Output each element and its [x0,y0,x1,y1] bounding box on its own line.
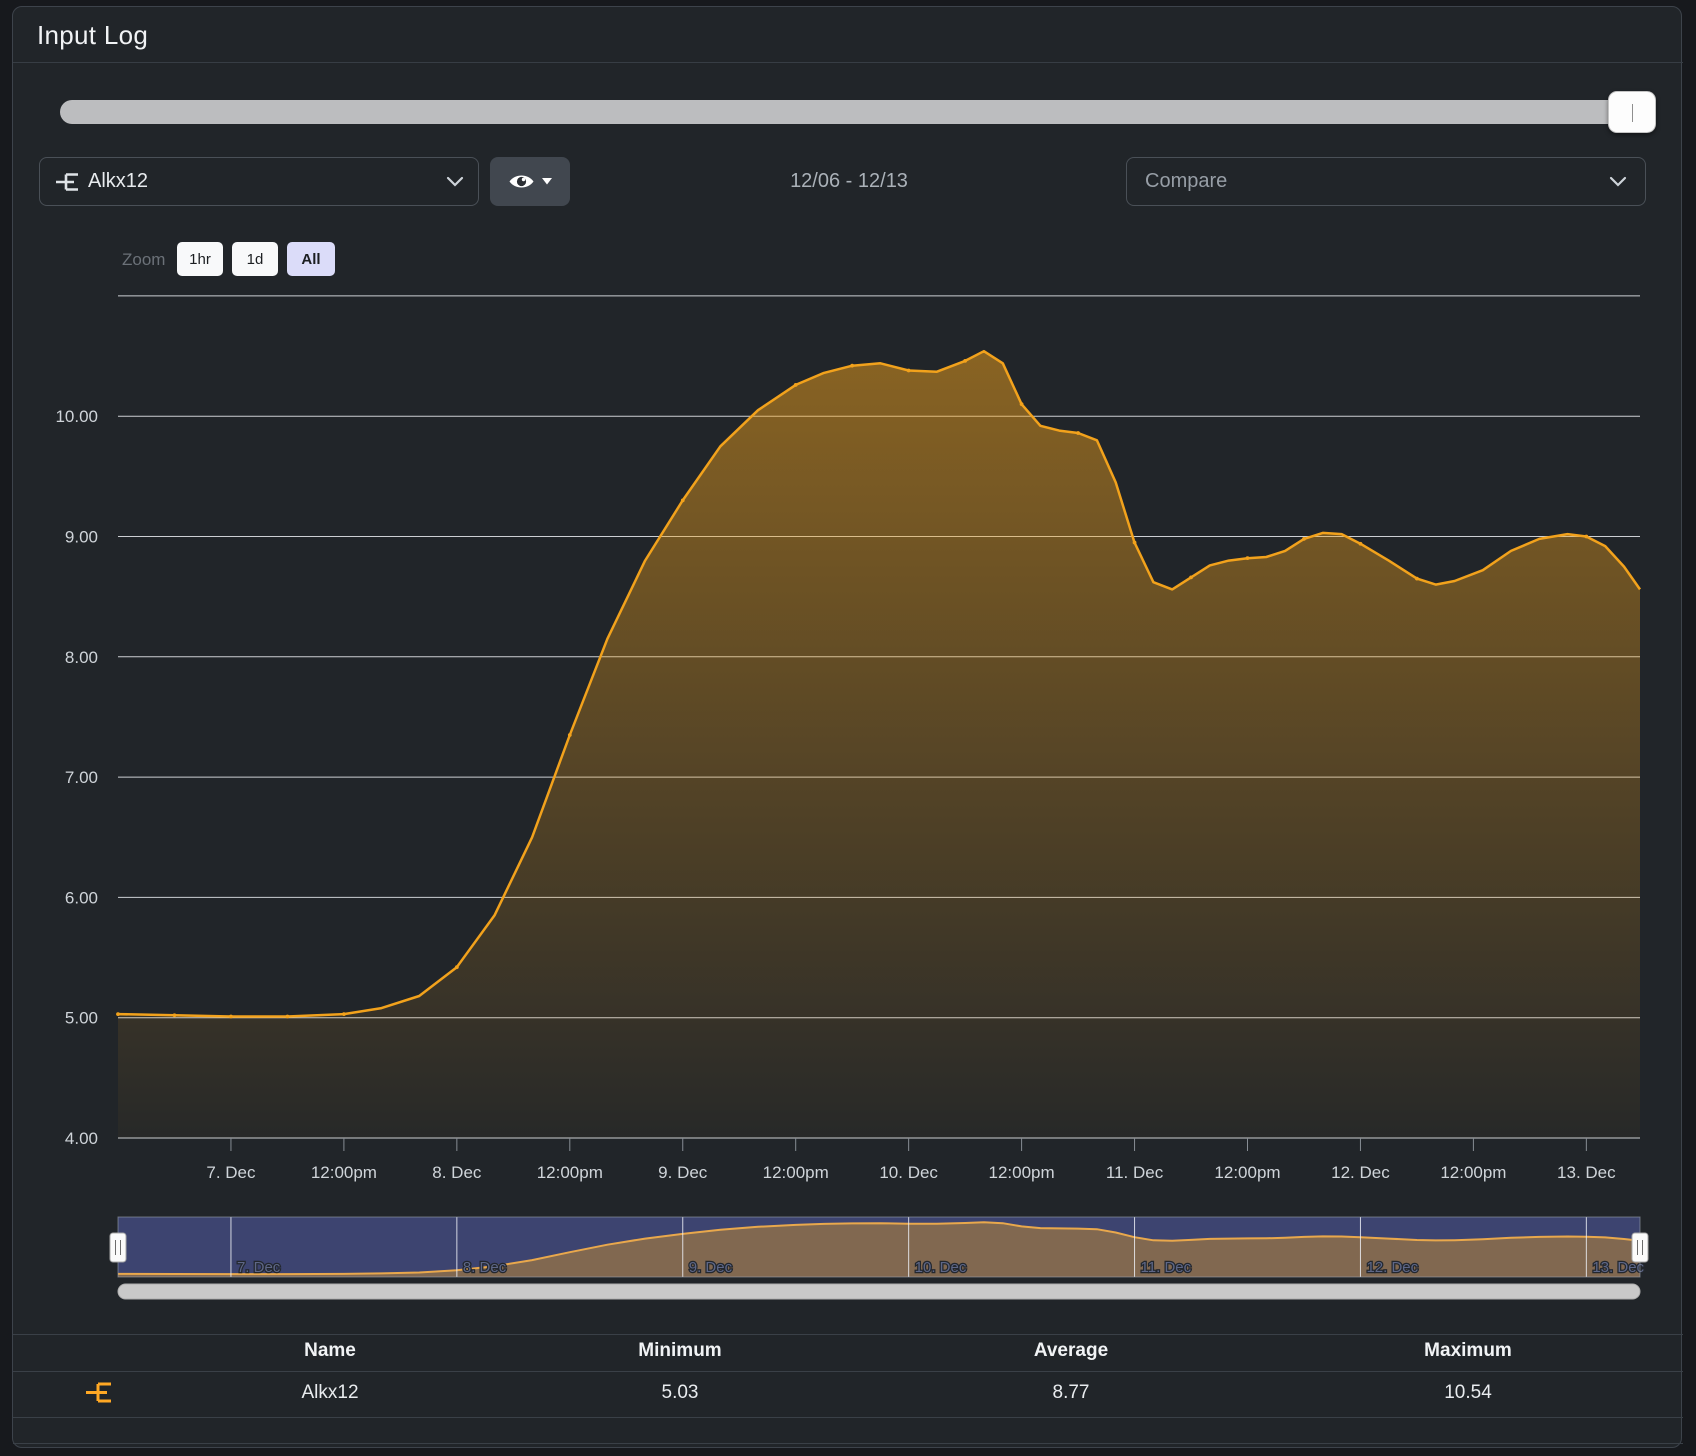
series-marker [1246,556,1250,560]
navigator-handle-left[interactable] [110,1233,126,1262]
x-axis-label: 10. Dec [879,1163,938,1182]
series-marker [116,1012,120,1016]
series-marker [681,499,685,503]
y-axis-label: 10.00 [55,407,98,426]
series-marker [229,1015,233,1019]
series-marker [286,1015,290,1019]
input-log-screen: { "title": "Input Log", "controls": { "s… [0,0,1696,1456]
table-row-border [13,1417,1683,1418]
table-cell-minimum: 5.03 [662,1382,699,1404]
series-marker [1189,576,1193,580]
series-marker [1020,402,1024,406]
series-marker [173,1013,177,1017]
series-marker [1415,577,1419,581]
series-marker [455,965,459,969]
x-axis-label: 11. Dec [1106,1163,1164,1182]
x-axis-label: 7. Dec [206,1163,256,1182]
navigator-handle-right[interactable] [1632,1233,1648,1262]
y-axis-label: 5.00 [65,1009,98,1028]
series-marker [568,733,572,737]
x-axis-label: 12:00pm [989,1163,1055,1182]
series-area [118,351,1640,1138]
navigator-date-label: 9. Dec [689,1259,733,1276]
y-axis-label: 7.00 [65,768,98,787]
series-marker [963,359,967,363]
table-header-border [13,1371,1683,1372]
navigator-date-label: 12. Dec [1366,1259,1418,1276]
x-axis-label: 9. Dec [658,1163,708,1182]
table-cell-average: 8.77 [1053,1382,1090,1404]
x-axis-label: 12. Dec [1331,1163,1390,1182]
table-bottom-border [13,1443,1683,1444]
table-cell-maximum: 10.54 [1444,1382,1492,1404]
navigator-scrollbar[interactable] [118,1284,1640,1299]
main-chart: 4.00 5.00 6.00 7.00 8.00 9.00 10.00 7. Dec 12:00… [0,0,1696,1456]
navigator-date-label: 10. Dec [915,1259,967,1276]
series-marker [342,1012,346,1016]
series-marker [1302,537,1306,541]
x-axis-label: 12:00pm [537,1163,603,1182]
table-top-border [13,1334,1683,1335]
x-axis-label: 12:00pm [1214,1163,1280,1182]
y-axis-label: 8.00 [65,648,98,667]
navigator-date-label: 8. Dec [463,1259,507,1276]
table-header-average: Average [1034,1340,1108,1362]
x-axis-label: 12:00pm [763,1163,829,1182]
table-header-minimum: Minimum [638,1340,721,1362]
series-marker [1584,535,1588,539]
x-axis-label: 12:00pm [1440,1163,1506,1182]
y-axis-label: 4.00 [65,1129,98,1148]
y-axis-label: 9.00 [65,528,98,547]
y-axis-label: 6.00 [65,888,98,907]
series-marker [1076,431,1080,435]
navigator-date-label: 7. Dec [237,1259,281,1276]
series-marker [794,383,798,387]
series-legend-icon [84,1381,118,1404]
x-axis-label: 13. Dec [1557,1163,1616,1182]
series-marker [850,364,854,368]
table-cell-name: Alkx12 [301,1382,358,1404]
series-marker [1359,542,1363,546]
table-header-maximum: Maximum [1424,1340,1512,1362]
navigator-date-label: 11. Dec [1141,1259,1192,1276]
table-header-name: Name [304,1340,356,1362]
series-marker [907,369,911,373]
series-marker [1133,541,1137,545]
x-axis-label: 12:00pm [311,1163,377,1182]
x-axis-label: 8. Dec [432,1163,482,1182]
